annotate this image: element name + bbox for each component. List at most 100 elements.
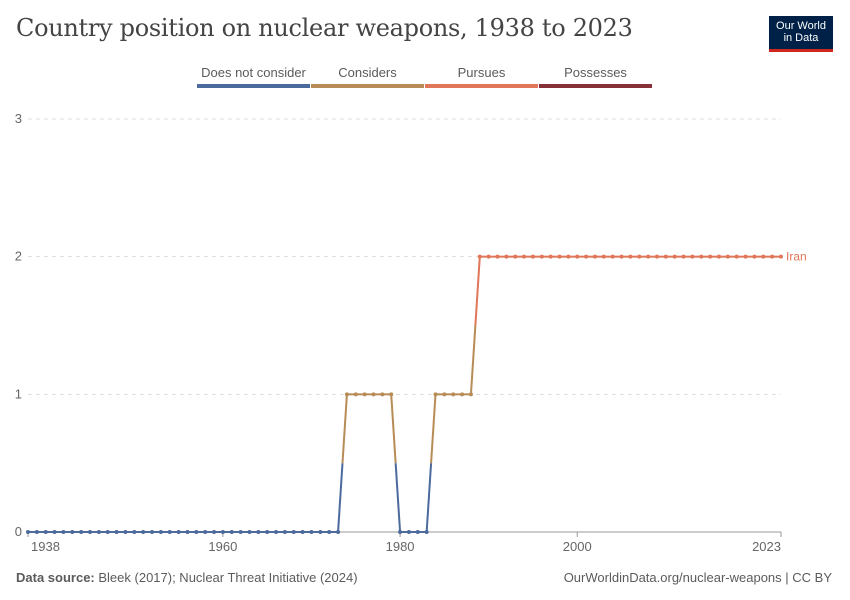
data-point-1974 [344,392,349,397]
data-point-2018 [734,254,739,259]
data-point-1942 [61,530,66,534]
data-point-1968 [291,530,296,534]
legend-swatch-2[interactable] [425,84,538,88]
data-point-1963 [247,530,252,534]
data-point-2013 [690,254,695,259]
data-point-1964 [256,530,261,534]
data-point-1999 [566,254,571,259]
data-source: Data source: Bleek (2017); Nuclear Threa… [16,570,358,585]
data-point-2008 [646,254,651,259]
series-labels: Iran [786,250,807,264]
legend-label-3: Possesses [564,65,627,80]
data-point-2011 [672,254,677,259]
owid-logo[interactable]: Our World in Data [769,16,833,52]
x-tick-label-2000: 2000 [563,539,592,554]
series-segment [394,463,402,533]
data-point-1956 [185,530,190,534]
legend[interactable]: Does not consider Considers Pursues Possess… [197,65,652,88]
data-point-2003 [601,254,606,259]
data-point-2014 [699,254,704,259]
x-tick-label-1938: 1938 [31,539,60,554]
x-tick-label-2023: 2023 [752,539,781,554]
data-point-2004 [610,254,615,259]
data-point-1990 [486,254,491,259]
data-point-2002 [592,254,597,259]
data-point-2000 [575,254,580,259]
data-point-1994 [522,254,527,259]
series-segment [337,463,344,533]
legend-label-0: Does not consider [201,65,306,80]
data-point-1940 [43,530,48,534]
data-point-1992 [504,254,509,259]
data-point-1945 [88,530,93,534]
data-point-2009 [654,254,659,259]
data-point-1943 [70,530,75,534]
logo-line-2: in Data [783,32,819,44]
data-point-1978 [380,392,385,397]
x-tick-label-1960: 1960 [208,539,237,554]
data-point-2005 [619,254,624,259]
legend-swatch-1[interactable] [311,84,424,88]
y-tick-label-2: 2 [15,249,22,264]
logo-line-1: Our World [776,20,826,32]
legend-swatch-0[interactable] [197,84,310,88]
legend-swatch-3[interactable] [539,84,652,88]
series-segment [469,325,477,395]
data-point-1993 [513,254,518,259]
data-point-1966 [274,530,279,534]
data-point-1961 [229,530,234,534]
data-point-1997 [548,254,553,259]
chart-title: Country position on nuclear weapons, 193… [16,14,633,42]
data-point-1979 [389,392,394,397]
data-point-2022 [770,254,775,259]
data-point-1976 [362,392,367,397]
data-point-2010 [663,254,668,259]
y-tick-label-3: 3 [15,111,22,126]
data-point-1955 [176,530,181,534]
data-point-1987 [460,392,465,397]
data-point-2023 [779,254,783,259]
data-point-1982 [415,530,420,534]
footer-link[interactable]: OurWorldinData.org/nuclear-weapons | CC … [563,570,832,585]
data-point-1950 [132,530,137,534]
series-points [26,254,783,534]
data-point-1947 [105,530,110,534]
data-point-1980 [398,530,403,534]
data-point-1952 [150,530,155,534]
data-point-1962 [238,530,243,534]
data-point-1989 [477,254,482,259]
data-point-1985 [442,392,447,397]
series-segment [425,463,433,533]
data-point-1953 [158,530,163,534]
data-point-1988 [468,392,473,397]
data-point-1939 [34,530,39,534]
data-source-text: Bleek (2017); Nuclear Threat Initiative … [98,570,358,585]
data-point-1981 [406,530,411,534]
data-point-1983 [424,530,429,534]
data-point-1995 [530,254,535,259]
data-point-1967 [282,530,287,534]
series-label-0: Iran [786,250,807,264]
series-segment [390,394,397,464]
data-point-2020 [752,254,757,259]
data-point-2017 [725,254,730,259]
data-point-1998 [557,254,562,259]
data-point-1986 [451,392,456,397]
series-segment [341,394,348,464]
data-point-2001 [584,254,589,259]
data-source-label: Data source: [16,570,95,585]
data-point-1954 [167,530,172,534]
data-point-1975 [353,392,358,397]
data-point-1944 [79,530,84,534]
data-point-1973 [336,530,341,534]
y-tick-label-0: 0 [15,524,22,539]
data-point-2007 [637,254,642,259]
data-point-1996 [539,254,544,259]
data-point-2016 [716,254,721,259]
data-point-1971 [318,530,323,534]
data-point-1938 [26,530,30,534]
data-point-1946 [96,530,101,534]
data-point-1941 [52,530,57,534]
data-point-1965 [265,530,270,534]
